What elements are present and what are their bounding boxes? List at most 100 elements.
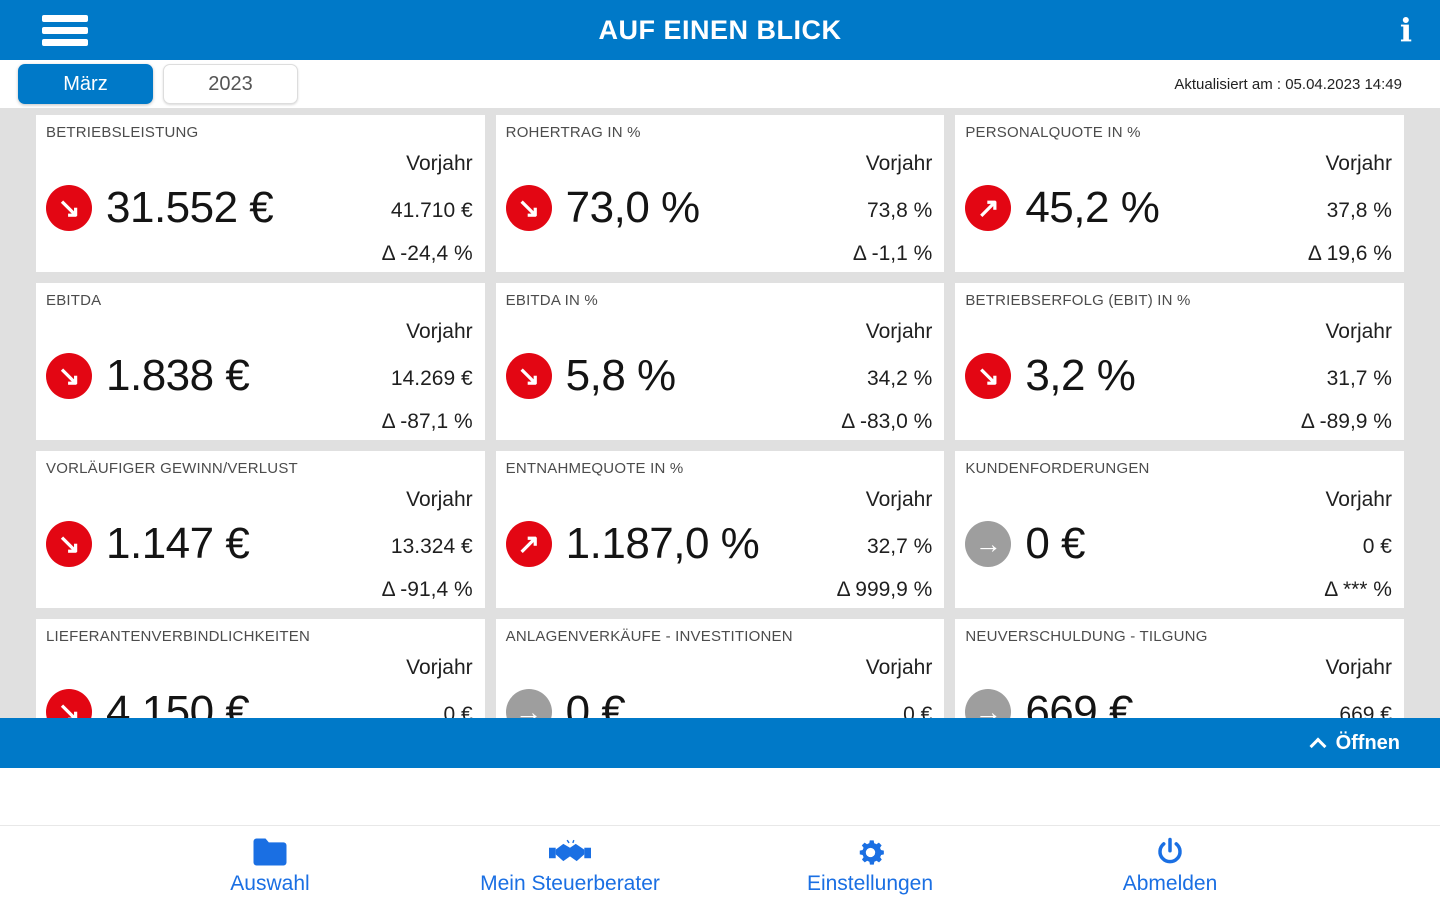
power-icon bbox=[1155, 834, 1185, 870]
kpi-title: VORLÄUFIGER GEWINN/VERLUST bbox=[46, 460, 298, 477]
bottom-nav: Auswahl Mein Steuerberater Einstellung bbox=[0, 825, 1440, 900]
kpi-card[interactable]: EBITDA IN % Vorjahr ↘ 5,8 % 34,2 % Δ -83… bbox=[495, 283, 945, 440]
tab-month[interactable]: März bbox=[18, 64, 153, 104]
kpi-title: ANLAGENVERKÄUFE - INVESTITIONEN bbox=[505, 628, 793, 645]
previous-year-value: 669 € bbox=[1339, 703, 1392, 718]
kpi-title: PERSONALQUOTE IN % bbox=[965, 124, 1141, 141]
kpi-card[interactable]: ANLAGENVERKÄUFE - INVESTITIONEN Vorjahr … bbox=[495, 619, 945, 718]
delta-value: Δ -24,4 % bbox=[381, 242, 473, 265]
trend-down-icon: ↘ bbox=[46, 185, 92, 231]
nav-label: Mein Steuerberater bbox=[480, 872, 660, 895]
trend-down-icon: ↘ bbox=[505, 185, 552, 231]
trend-down-icon: ↘ bbox=[46, 353, 92, 399]
kpi-value: 1.147 € bbox=[106, 519, 250, 568]
gear-icon bbox=[854, 834, 887, 870]
previous-year-label: Vorjahr bbox=[865, 152, 933, 175]
previous-year-value: 32,7 % bbox=[866, 535, 933, 558]
kpi-title: LIEFERANTENVERBINDLICHKEITEN bbox=[46, 628, 310, 645]
kpi-card[interactable]: EBITDA Vorjahr ↘ 1.838 € 14.269 € Δ -87,… bbox=[36, 283, 485, 440]
trend-down-icon: ↘ bbox=[505, 353, 552, 399]
trend-down-icon: ↘ bbox=[46, 521, 92, 567]
nav-item-einstellungen[interactable]: Einstellungen bbox=[720, 826, 1020, 900]
previous-year-value: 0 € bbox=[903, 703, 933, 718]
previous-year-value: 73,8 % bbox=[866, 199, 933, 222]
kpi-value: 5,8 % bbox=[565, 351, 677, 400]
trend-down-icon: ↘ bbox=[46, 689, 92, 718]
app-header: AUF EINEN BLICK i bbox=[0, 0, 1440, 60]
kpi-card[interactable]: BETRIEBSLEISTUNG Vorjahr ↘ 31.552 € 41.7… bbox=[36, 115, 485, 272]
kpi-card[interactable]: PERSONALQUOTE IN % Vorjahr ↗ 45,2 % 37,8… bbox=[955, 115, 1404, 272]
delta-value: Δ -91,4 % bbox=[381, 578, 473, 601]
kpi-value: 31.552 € bbox=[106, 183, 274, 232]
kpi-value-row: → 0 € bbox=[965, 519, 1085, 569]
trend-flat-icon: → bbox=[965, 689, 1012, 718]
kpi-title: NEUVERSCHULDUNG - TILGUNG bbox=[965, 628, 1208, 645]
kpi-value: 4.150 € bbox=[106, 687, 250, 718]
kpi-value-row: → 669 € bbox=[965, 687, 1133, 718]
kpi-card[interactable]: ENTNAHMEQUOTE IN % Vorjahr ↗ 1.187,0 % 3… bbox=[495, 451, 945, 608]
previous-year-label: Vorjahr bbox=[1325, 320, 1392, 343]
previous-year-value: 37,8 % bbox=[1326, 199, 1392, 222]
trend-down-icon: ↘ bbox=[965, 353, 1012, 399]
delta-value: Δ *** % bbox=[1324, 578, 1392, 601]
handshake-icon bbox=[549, 834, 591, 870]
period-toolbar: März 2023 Aktualisiert am : 05.04.2023 1… bbox=[0, 60, 1440, 108]
kpi-card[interactable]: NEUVERSCHULDUNG - TILGUNG Vorjahr → 669 … bbox=[955, 619, 1404, 718]
trend-up-icon: ↗ bbox=[505, 521, 552, 567]
kpi-card[interactable]: BETRIEBSERFOLG (EBIT) IN % Vorjahr ↘ 3,2… bbox=[955, 283, 1404, 440]
kpi-value-row: ↗ 45,2 % bbox=[965, 183, 1160, 233]
kpi-title: ENTNAHMEQUOTE IN % bbox=[505, 460, 684, 477]
previous-year-label: Vorjahr bbox=[406, 152, 473, 175]
kpi-value-row: ↘ 5,8 % bbox=[505, 351, 677, 401]
previous-year-label: Vorjahr bbox=[1325, 152, 1392, 175]
kpi-card[interactable]: ROHERTRAG IN % Vorjahr ↘ 73,0 % 73,8 % Δ… bbox=[495, 115, 945, 272]
previous-year-label: Vorjahr bbox=[406, 656, 473, 679]
previous-year-label: Vorjahr bbox=[865, 320, 933, 343]
kpi-title: KUNDENFORDERUNGEN bbox=[965, 460, 1150, 477]
nav-label: Auswahl bbox=[230, 872, 310, 895]
previous-year-value: 14.269 € bbox=[390, 367, 473, 390]
kpi-value-row: ↘ 1.147 € bbox=[46, 519, 250, 569]
previous-year-value: 13.324 € bbox=[390, 535, 473, 558]
expand-panel-button[interactable]: Öffnen bbox=[0, 718, 1440, 768]
kpi-card[interactable]: VORLÄUFIGER GEWINN/VERLUST Vorjahr ↘ 1.1… bbox=[36, 451, 485, 608]
previous-year-value: 31,7 % bbox=[1326, 367, 1392, 390]
tab-year[interactable]: 2023 bbox=[163, 64, 298, 104]
kpi-card[interactable]: KUNDENFORDERUNGEN Vorjahr → 0 € 0 € Δ **… bbox=[955, 451, 1404, 608]
kpi-grid: BETRIEBSLEISTUNG Vorjahr ↘ 31.552 € 41.7… bbox=[0, 108, 1440, 718]
updated-timestamp: Aktualisiert am : 05.04.2023 14:49 bbox=[1174, 75, 1402, 93]
kpi-value-row: ↘ 4.150 € bbox=[46, 687, 250, 718]
delta-value: Δ 19,6 % bbox=[1307, 242, 1392, 265]
hamburger-menu-icon[interactable] bbox=[42, 14, 88, 46]
kpi-value-row: ↘ 1.838 € bbox=[46, 351, 250, 401]
kpi-value: 73,0 % bbox=[565, 183, 700, 232]
delta-value: Δ -83,0 % bbox=[841, 410, 933, 433]
chevron-up-icon bbox=[1309, 737, 1327, 755]
nav-label: Abmelden bbox=[1122, 872, 1218, 895]
kpi-title: EBITDA IN % bbox=[505, 292, 598, 309]
nav-item-auswahl[interactable]: Auswahl bbox=[120, 826, 420, 900]
panel-content bbox=[0, 768, 1440, 825]
previous-year-label: Vorjahr bbox=[865, 656, 933, 679]
kpi-value: 0 € bbox=[565, 687, 626, 718]
kpi-value: 45,2 % bbox=[1025, 183, 1160, 232]
trend-up-icon: ↗ bbox=[965, 185, 1012, 231]
nav-item-steuerberater[interactable]: Mein Steuerberater bbox=[420, 826, 720, 900]
nav-item-abmelden[interactable]: Abmelden bbox=[1020, 826, 1320, 900]
page-title: AUF EINEN BLICK bbox=[598, 14, 842, 45]
previous-year-label: Vorjahr bbox=[406, 488, 473, 511]
kpi-title: BETRIEBSLEISTUNG bbox=[46, 124, 199, 141]
kpi-card[interactable]: LIEFERANTENVERBINDLICHKEITEN Vorjahr ↘ 4… bbox=[36, 619, 485, 718]
kpi-title: EBITDA bbox=[46, 292, 102, 309]
previous-year-label: Vorjahr bbox=[406, 320, 473, 343]
previous-year-value: 0 € bbox=[1362, 535, 1392, 558]
previous-year-label: Vorjahr bbox=[1325, 656, 1392, 679]
kpi-value-row: → 0 € bbox=[505, 687, 626, 718]
previous-year-value: 41.710 € bbox=[390, 199, 473, 222]
kpi-value: 0 € bbox=[1025, 519, 1085, 568]
kpi-title: ROHERTRAG IN % bbox=[505, 124, 641, 141]
folder-icon bbox=[252, 834, 288, 870]
kpi-title: BETRIEBSERFOLG (EBIT) IN % bbox=[965, 292, 1191, 309]
expander-label: Öffnen bbox=[1335, 731, 1400, 754]
info-icon[interactable]: i bbox=[1399, 11, 1412, 49]
